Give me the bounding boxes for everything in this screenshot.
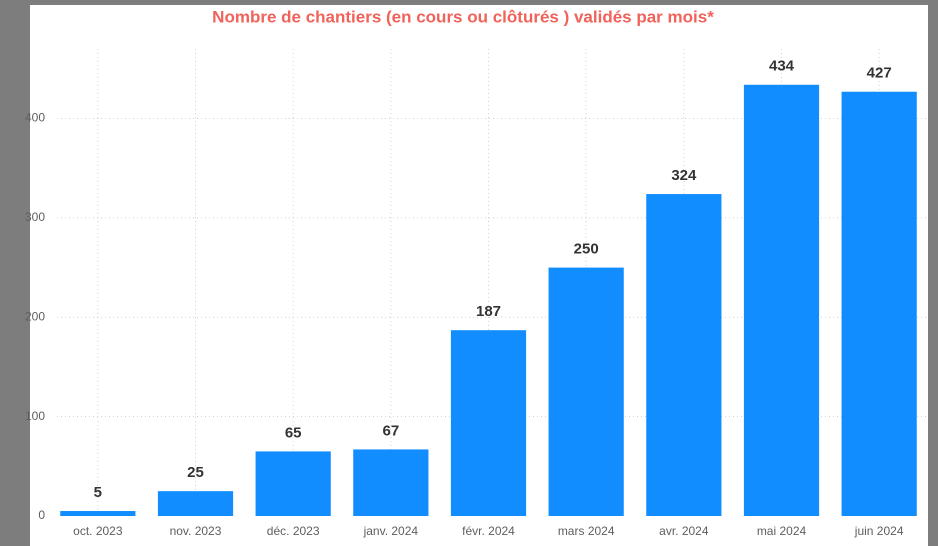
bar bbox=[255, 451, 331, 516]
x-tick-label: avr. 2024 bbox=[659, 524, 709, 538]
y-tick-label: 200 bbox=[25, 309, 45, 323]
x-tick-label: mars 2024 bbox=[558, 524, 615, 538]
bar bbox=[743, 84, 820, 517]
x-tick-label: nov. 2023 bbox=[170, 524, 222, 538]
data-label: 5 bbox=[94, 484, 102, 501]
bar bbox=[646, 194, 722, 516]
y-tick-label: 400 bbox=[25, 111, 45, 125]
data-label: 65 bbox=[285, 424, 302, 441]
x-tick-label: oct. 2023 bbox=[73, 524, 123, 538]
data-label: 427 bbox=[867, 65, 892, 82]
x-tick-label: juin 2024 bbox=[854, 524, 904, 538]
bar bbox=[548, 267, 624, 516]
y-tick-label: 0 bbox=[38, 508, 45, 522]
y-tick-label: 300 bbox=[25, 210, 45, 224]
x-tick-label: mai 2024 bbox=[757, 524, 807, 538]
data-label: 67 bbox=[382, 422, 399, 439]
bar bbox=[450, 330, 527, 516]
bar bbox=[60, 511, 136, 516]
data-label: 25 bbox=[187, 464, 204, 481]
data-label: 187 bbox=[476, 303, 501, 320]
x-tick-label: déc. 2023 bbox=[267, 524, 320, 538]
y-tick-label: 100 bbox=[25, 409, 45, 423]
data-label: 434 bbox=[769, 58, 795, 75]
bar bbox=[353, 449, 429, 516]
x-tick-label: janv. 2024 bbox=[363, 524, 419, 538]
bar bbox=[157, 491, 234, 516]
bar bbox=[841, 91, 917, 517]
chart-title: Nombre de chantiers (en cours ou clôturé… bbox=[212, 7, 714, 26]
data-label: 250 bbox=[574, 241, 599, 258]
x-tick-label: févr. 2024 bbox=[462, 524, 515, 538]
data-label: 324 bbox=[671, 167, 697, 184]
